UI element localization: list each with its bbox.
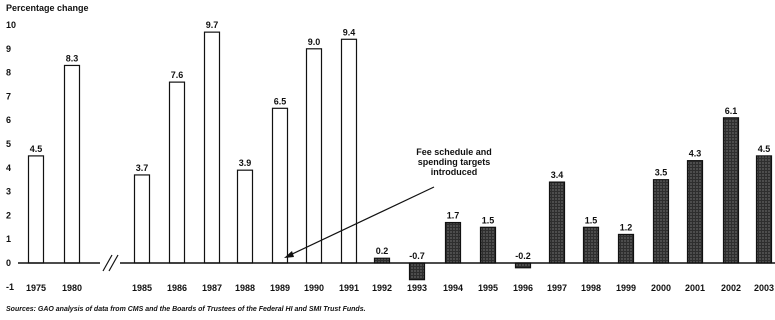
category-label: 2000 [651, 283, 671, 293]
bar-value-label: 0.2 [376, 246, 389, 256]
y-tick-label: 7 [6, 91, 11, 101]
category-label: 1997 [547, 283, 567, 293]
bar [617, 233, 635, 264]
bar-value-label: 3.5 [655, 168, 668, 178]
category-label: 1975 [26, 283, 46, 293]
category-label: 1989 [270, 283, 290, 293]
category-label: 1994 [443, 283, 463, 293]
bar-value-label: 1.5 [482, 215, 495, 225]
bar-value-label: 7.6 [171, 70, 184, 80]
bar-value-label: 8.3 [66, 53, 79, 63]
category-label: 1999 [616, 283, 636, 293]
bar [479, 226, 497, 264]
bar-value-label: 9.0 [308, 37, 321, 47]
y-tick-label: 5 [6, 139, 11, 149]
y-tick-label: 8 [6, 68, 11, 78]
bar [63, 64, 81, 264]
annotation-line-2: spending targets [417, 157, 491, 167]
category-label: 1998 [581, 283, 601, 293]
category-label: 1996 [513, 283, 533, 293]
bar [271, 107, 289, 264]
bar-value-label: 6.5 [274, 96, 287, 106]
bar-value-label: 1.5 [585, 215, 598, 225]
category-label: 1995 [478, 283, 498, 293]
bar-value-label: -0.7 [409, 251, 425, 261]
category-label: 1993 [407, 283, 427, 293]
y-tick-label: 9 [6, 44, 11, 54]
bar [755, 155, 773, 264]
bar-value-label: 4.3 [689, 149, 702, 159]
category-label: 2003 [754, 283, 774, 293]
bar-value-label: 1.2 [620, 222, 633, 232]
category-label: 1991 [339, 283, 359, 293]
bar-value-label: 1.7 [447, 211, 460, 221]
bar [582, 226, 600, 264]
annotation-line-1: Fee schedule and [416, 147, 492, 157]
y-tick-label: 2 [6, 210, 11, 220]
y-tick-label: 4 [6, 163, 11, 173]
bar-value-label: -0.2 [515, 251, 531, 261]
bar [168, 81, 186, 264]
bar-value-label: 9.4 [343, 27, 356, 37]
category-label: 1986 [167, 283, 187, 293]
bar [27, 155, 45, 264]
y-tick-label: -1 [6, 282, 14, 292]
annotation-arrow [284, 186, 435, 258]
source-note: Sources: GAO analysis of data from CMS a… [6, 306, 366, 313]
category-label: 1985 [132, 283, 152, 293]
category-label: 1990 [304, 283, 324, 293]
bar [203, 31, 221, 264]
y-tick-label: 1 [6, 234, 11, 244]
axis-break-mark [100, 254, 120, 272]
bar [408, 262, 426, 281]
bar [236, 169, 254, 264]
annotation-text: Fee schedule and spending targets introd… [400, 147, 508, 177]
bar [133, 174, 151, 264]
y-tick-label: 6 [6, 115, 11, 125]
category-label: 2001 [685, 283, 705, 293]
bar-value-label: 4.5 [30, 144, 43, 154]
bar [548, 181, 566, 264]
category-label: 1980 [62, 283, 82, 293]
bar-value-label: 3.7 [136, 163, 149, 173]
bar [722, 117, 740, 264]
bar-value-label: 4.5 [758, 144, 771, 154]
bar [652, 179, 670, 264]
category-label: 2002 [721, 283, 741, 293]
y-axis-label: Percentage change [6, 3, 89, 13]
bar [444, 221, 462, 264]
y-tick-label: 0 [6, 258, 11, 268]
bar [305, 48, 323, 264]
bar-value-label: 9.7 [206, 20, 219, 30]
bar-value-label: 3.9 [239, 158, 252, 168]
category-label: 1988 [235, 283, 255, 293]
y-tick-label: 3 [6, 187, 11, 197]
category-label: 1987 [202, 283, 222, 293]
category-label: 1992 [372, 283, 392, 293]
bar-value-label: 6.1 [725, 106, 738, 116]
y-tick-label: 10 [6, 20, 16, 30]
annotation-line-3: introduced [430, 167, 478, 177]
bar [686, 160, 704, 264]
bar-value-label: 3.4 [551, 170, 564, 180]
